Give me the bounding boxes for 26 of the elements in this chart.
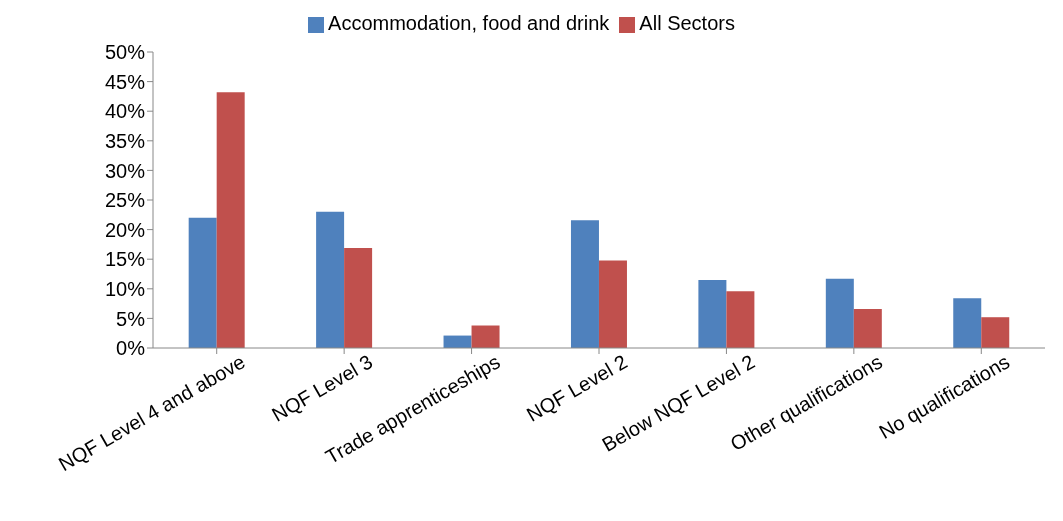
y-tick-label: 45% [104,70,146,93]
bar [853,308,882,348]
y-tick-label: 10% [104,277,146,300]
bar [953,298,982,348]
bar [598,260,627,348]
bar [570,220,599,348]
legend-label: All Sectors [639,12,735,34]
y-tick-label: 0% [116,337,146,360]
legend-label: Accommodation, food and drink [328,12,610,34]
bar [216,92,245,348]
bar [344,247,373,348]
bar [981,317,1010,348]
y-tick-label: 50% [104,41,146,64]
y-tick-label: 25% [104,189,146,212]
bar [316,211,345,348]
y-tick-label: 40% [104,100,146,123]
y-tick-label: 30% [104,159,146,182]
bar [726,291,755,348]
y-tick-label: 5% [116,307,146,330]
y-tick-label: 15% [104,248,146,271]
y-tick-label: 20% [104,218,146,241]
bar [698,279,727,348]
bar [188,217,217,348]
bar [825,278,854,348]
bar [471,325,500,348]
y-tick-label: 35% [104,129,146,152]
